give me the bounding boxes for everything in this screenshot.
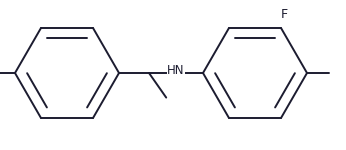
Text: HN: HN bbox=[167, 64, 185, 78]
Text: F: F bbox=[281, 8, 288, 21]
